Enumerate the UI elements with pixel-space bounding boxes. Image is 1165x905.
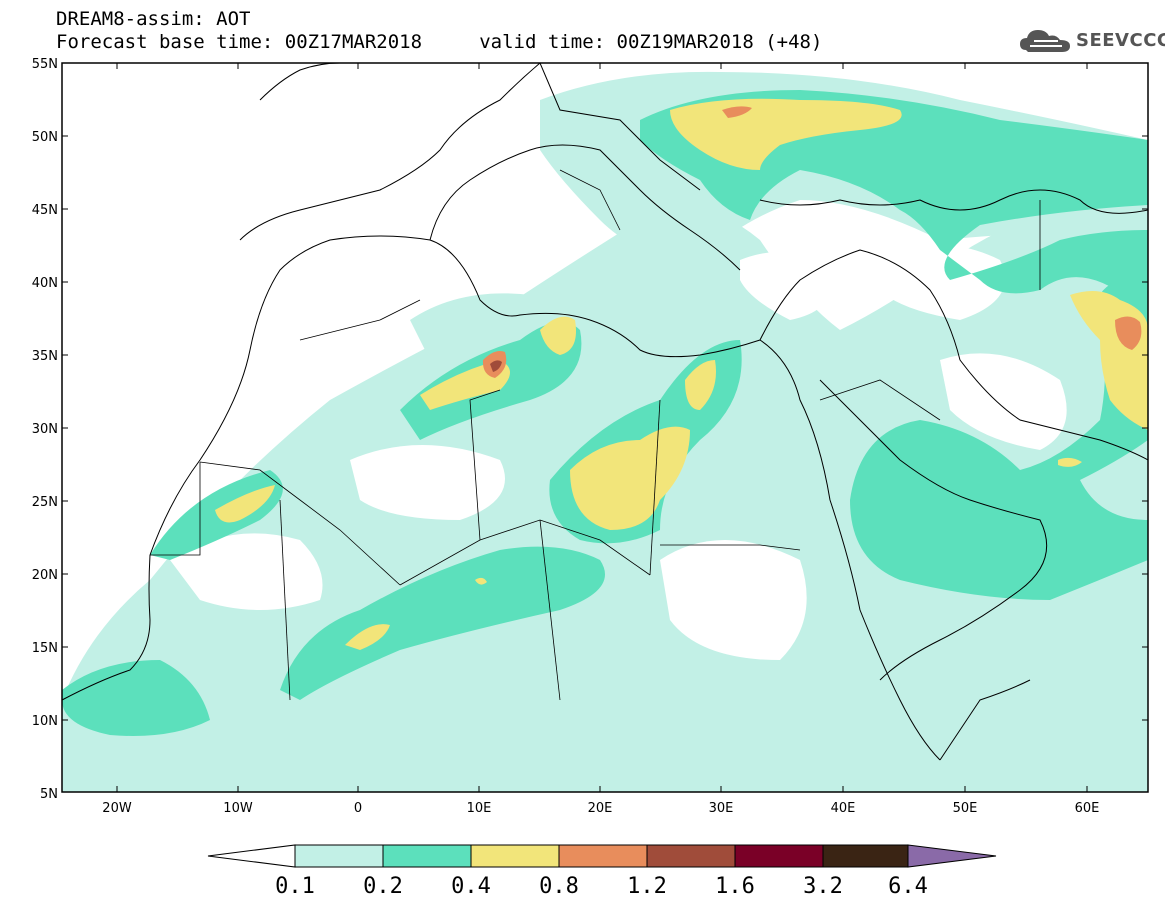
coastlines (62, 63, 1148, 761)
aot-gaps (170, 245, 1067, 660)
colorbar-over-arrow (907, 844, 997, 868)
longitude-axis: 20W 10W 0 10E 20E 30E 40E 50E 60E (102, 801, 1099, 816)
lat-tick: 55N (32, 57, 58, 72)
lon-tick: 0 (354, 801, 362, 816)
colorbar-label: 0.1 (275, 874, 315, 899)
lat-tick: 40N (32, 276, 58, 291)
lat-tick: 10N (32, 714, 58, 729)
colorbar-segment (294, 844, 384, 868)
colorbar-label: 3.2 (803, 874, 843, 899)
lat-tick: 25N (32, 495, 58, 510)
colorbar-label: 0.8 (539, 874, 579, 899)
colorbar-segment (734, 844, 824, 868)
lon-tick-marks (116, 63, 1088, 792)
lon-tick: 60E (1075, 801, 1100, 816)
lat-tick-marks (62, 135, 1148, 721)
lat-tick: 20N (32, 568, 58, 583)
country-borders (150, 169, 1041, 701)
aot-field (62, 63, 1148, 792)
aot-level-1.2 (490, 360, 502, 372)
colorbar-under-arrow (207, 844, 296, 868)
colorbar-segment (470, 844, 560, 868)
lat-tick: 15N (32, 641, 58, 656)
colorbar: 0.1 0.2 0.4 0.8 1.2 1.6 3.2 6.4 (207, 844, 997, 899)
lat-tick: 45N (32, 203, 58, 218)
map-title: DREAM8-assim: AOT (56, 8, 251, 30)
colorbar-label: 0.4 (451, 874, 491, 899)
colorbar-label: 0.2 (363, 874, 403, 899)
logo-text: SEEVCCC (1076, 30, 1165, 51)
latitude-axis: 55N 50N 45N 40N 35N 30N 25N 20N 15N 10N … (32, 57, 58, 802)
lon-tick: 40E (831, 801, 856, 816)
lon-tick: 10W (223, 801, 253, 816)
lon-tick: 20W (102, 801, 132, 816)
lon-tick: 10E (467, 801, 492, 816)
colorbar-segment (646, 844, 736, 868)
lat-tick: 5N (40, 787, 58, 802)
lat-tick: 30N (32, 422, 58, 437)
lat-tick: 35N (32, 349, 58, 364)
colorbar-segment (558, 844, 648, 868)
colorbar-label: 6.4 (888, 874, 928, 899)
colorbar-label: 1.6 (715, 874, 755, 899)
forecast-times: Forecast base time: 00Z17MAR2018 valid t… (56, 31, 823, 53)
colorbar-label: 1.2 (627, 874, 667, 899)
colorbar-segment (382, 844, 472, 868)
seevccc-logo: SEEVCCC (1018, 24, 1165, 56)
lon-tick: 50E (953, 801, 978, 816)
colorbar-segment (822, 844, 909, 868)
lon-tick: 20E (588, 801, 613, 816)
lon-tick: 30E (709, 801, 734, 816)
cloud-icon (1020, 30, 1070, 52)
lat-tick: 50N (32, 130, 58, 145)
